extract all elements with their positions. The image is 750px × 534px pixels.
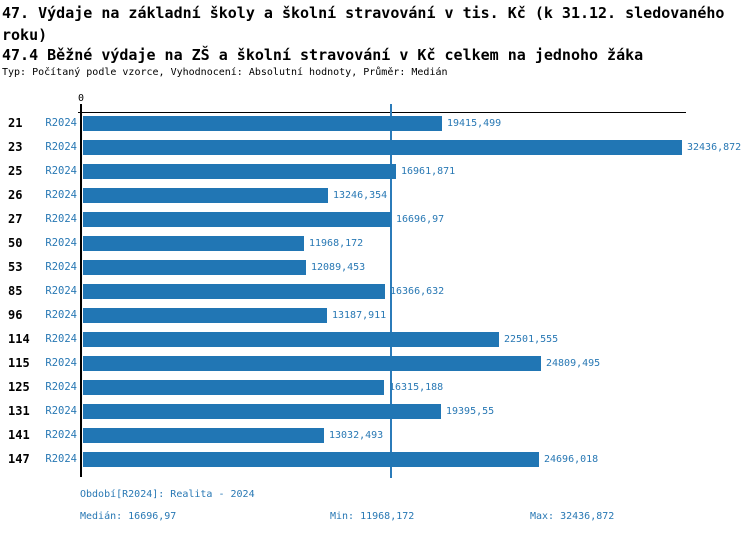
axis-zero-tick-label: 0 (77, 93, 85, 104)
footer-min-stat: Min: 11968,172 (330, 511, 415, 522)
bar (83, 260, 306, 275)
row-series-label: R2024 (45, 405, 77, 417)
bar (83, 236, 304, 251)
bar-value-label: 16961,871 (401, 166, 456, 177)
row-category-label: 141 (8, 428, 30, 442)
row-category-label: 25 (8, 164, 23, 178)
bar (83, 452, 539, 467)
row-series-label: R2024 (45, 117, 77, 129)
row-category-label: 21 (8, 116, 23, 130)
bar-value-label: 16366,632 (390, 286, 445, 297)
bar-value-label: 16696,97 (396, 214, 445, 225)
bar (83, 140, 682, 155)
bar-value-label: 13032,493 (329, 430, 384, 441)
bar-value-label: 13246,354 (333, 190, 388, 201)
bar (83, 116, 442, 131)
bar (83, 380, 384, 395)
row-category-label: 125 (8, 380, 30, 394)
bar-value-label: 32436,872 (687, 142, 742, 153)
x-axis-line (78, 112, 686, 113)
bar (83, 188, 328, 203)
bar (83, 308, 327, 323)
row-series-label: R2024 (45, 141, 77, 153)
row-series-label: R2024 (45, 213, 77, 225)
row-category-label: 53 (8, 260, 23, 274)
bar (83, 404, 441, 419)
bar-value-label: 19415,499 (447, 118, 502, 129)
row-series-label: R2024 (45, 261, 77, 273)
bar (83, 284, 385, 299)
row-category-label: 115 (8, 356, 30, 370)
footer-median-stat: Medián: 16696,97 (80, 511, 177, 522)
row-series-label: R2024 (45, 453, 77, 465)
row-series-label: R2024 (45, 285, 77, 297)
bar-value-label: 24809,495 (546, 358, 601, 369)
page-title: 47. Výdaje na základní školy a školní st… (2, 4, 725, 44)
row-series-label: R2024 (45, 429, 77, 441)
row-series-label: R2024 (45, 189, 77, 201)
median-reference-line (390, 104, 392, 478)
bar-value-label: 12089,453 (311, 262, 366, 273)
chart-subtitle: 47.4 Běžné výdaje na ZŠ a školní stravov… (2, 46, 644, 64)
row-series-label: R2024 (45, 165, 77, 177)
footer-period-label: Období[R2024]: Realita - 2024 (80, 489, 255, 500)
bar (83, 356, 541, 371)
row-category-label: 26 (8, 188, 23, 202)
row-category-label: 114 (8, 332, 30, 346)
row-series-label: R2024 (45, 381, 77, 393)
row-series-label: R2024 (45, 237, 77, 249)
row-category-label: 96 (8, 308, 23, 322)
bar-value-label: 13187,911 (332, 310, 387, 321)
bar-value-label: 19395,55 (446, 406, 495, 417)
row-series-label: R2024 (45, 309, 77, 321)
row-series-label: R2024 (45, 357, 77, 369)
bar (83, 164, 396, 179)
bar (83, 332, 499, 347)
row-category-label: 50 (8, 236, 23, 250)
row-category-label: 27 (8, 212, 23, 226)
row-category-label: 147 (8, 452, 30, 466)
bar (83, 212, 391, 227)
row-category-label: 85 (8, 284, 23, 298)
row-category-label: 131 (8, 404, 30, 418)
bar-value-label: 11968,172 (309, 238, 364, 249)
bar-value-label: 24696,018 (544, 454, 599, 465)
y-axis-line (80, 104, 82, 477)
row-series-label: R2024 (45, 333, 77, 345)
chart-meta-info: Typ: Počítaný podle vzorce, Vyhodnocení:… (2, 67, 448, 78)
row-category-label: 23 (8, 140, 23, 154)
footer-max-stat: Max: 32436,872 (530, 511, 615, 522)
bar (83, 428, 324, 443)
bar-value-label: 22501,555 (504, 334, 559, 345)
bar-value-label: 16315,188 (389, 382, 444, 393)
